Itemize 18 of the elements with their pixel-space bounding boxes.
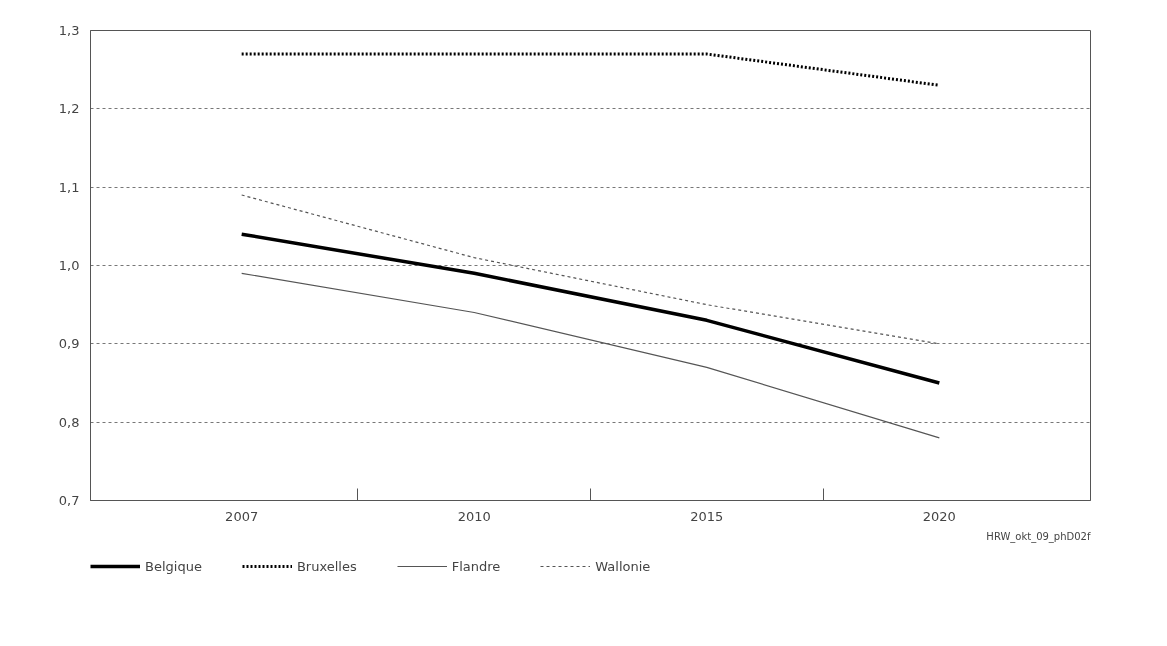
line-series	[239, 232, 942, 385]
legend-label: Wallonie	[595, 558, 651, 574]
x-tick-label: 2015	[690, 508, 724, 524]
x-tick-label: 2007	[225, 508, 259, 524]
y-tick-label: 0,8	[58, 414, 80, 430]
x-tick-label: 2020	[922, 508, 956, 524]
y-tick-label: 1,3	[58, 23, 80, 38]
legend-label: Belgique	[145, 558, 202, 574]
line-series	[241, 272, 940, 439]
y-tick-label: 0,7	[58, 493, 80, 508]
y-tick-label: 1,2	[58, 101, 80, 117]
text: HRW_okt_09_phD02f	[986, 530, 1091, 543]
y-tick-label: 0,9	[58, 336, 80, 352]
legend-label: Bruxelles	[296, 558, 357, 574]
x-tick-label: 2010	[457, 508, 491, 524]
y-tick-label: 1,1	[58, 179, 80, 195]
y-tick-label: 1,0	[58, 258, 80, 273]
legend-label: Flandre	[451, 558, 501, 574]
